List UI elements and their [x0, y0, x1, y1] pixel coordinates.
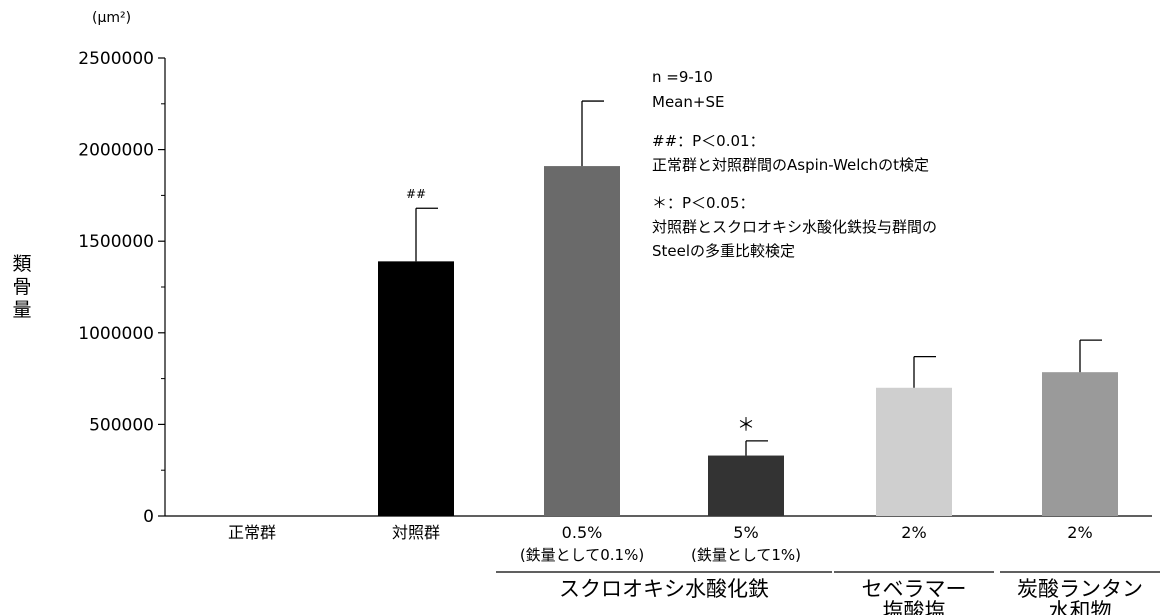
- error-bars: [415, 100, 1102, 456]
- y-tick-label-4: 2000000: [78, 141, 154, 161]
- significance-marks: ## ＊: [406, 187, 755, 436]
- bar-3: [708, 455, 784, 516]
- y-tick-label-0: 0: [143, 507, 154, 527]
- y-axis: 0 500000 1000000 1500000 2000000 2500000: [78, 49, 166, 527]
- x-tick-sublabel-2: (鉄量として0.1%): [520, 546, 644, 564]
- annotation-line-3: 正常群と対照群間のAspin-Welchのt検定: [652, 156, 929, 174]
- y-axis-label-char-2: 量: [12, 299, 31, 321]
- x-tick-label-0: 正常群: [228, 523, 276, 542]
- annotation-line-6: Steelの多重比較検定: [652, 242, 795, 260]
- y-tick-label-3: 1500000: [78, 232, 154, 252]
- y-axis-label-char-0: 類: [12, 253, 31, 275]
- annotation-line-4: ＊：P＜0.05：: [652, 194, 754, 212]
- x-tick-label-2: 0.5%: [562, 523, 603, 542]
- group-label-2-line-0: 炭酸ランタン: [1017, 577, 1143, 601]
- x-tick-sublabel-3: (鉄量として1%): [691, 546, 801, 564]
- y-tick-label-2: 1000000: [78, 324, 154, 344]
- group-label-2-line-1: 水和物: [1049, 599, 1112, 615]
- annotation-line-5: 対照群とスクロオキシ水酸化鉄投与群間の: [652, 218, 937, 236]
- y-ticks: 0 500000 1000000 1500000 2000000 2500000: [78, 49, 165, 527]
- x-tick-labels: 正常群 対照群 0.5% (鉄量として0.1%) 5% (鉄量として1%) 2% 2%: [228, 523, 1093, 564]
- annotation-line-2: ##：P＜0.01：: [652, 132, 765, 150]
- significance-mark-1: ##: [406, 187, 426, 201]
- annotation-line-0: n =9-10: [652, 68, 713, 86]
- x-tick-label-5: 2%: [1067, 523, 1092, 542]
- bar-5: [1042, 372, 1118, 516]
- bars: [378, 166, 1118, 516]
- y-unit-label: (μm²): [92, 10, 131, 26]
- group-label-1-line-0: セベラマー: [862, 577, 967, 601]
- bar-2: [544, 166, 620, 516]
- bar-4: [876, 387, 952, 516]
- y-tick-label-1: 500000: [89, 415, 154, 435]
- annotations: n =9-10 Mean+SE ##：P＜0.01： 正常群と対照群間のAspin-W…: [652, 68, 937, 260]
- y-axis-label: 類 骨 量: [12, 253, 31, 321]
- x-tick-label-3: 5%: [733, 523, 758, 542]
- bar-1: [378, 261, 454, 516]
- annotation-line-1: Mean+SE: [652, 93, 724, 111]
- group-label-1-line-1: 塩酸塩: [883, 599, 946, 615]
- group-label-0-line-0: スクロオキシ水酸化鉄: [559, 577, 769, 601]
- y-tick-label-5: 2500000: [78, 49, 154, 69]
- significance-mark-3: ＊: [737, 415, 755, 436]
- x-tick-label-1: 対照群: [392, 523, 440, 542]
- y-axis-label-char-1: 骨: [12, 276, 31, 298]
- x-tick-label-4: 2%: [901, 523, 926, 542]
